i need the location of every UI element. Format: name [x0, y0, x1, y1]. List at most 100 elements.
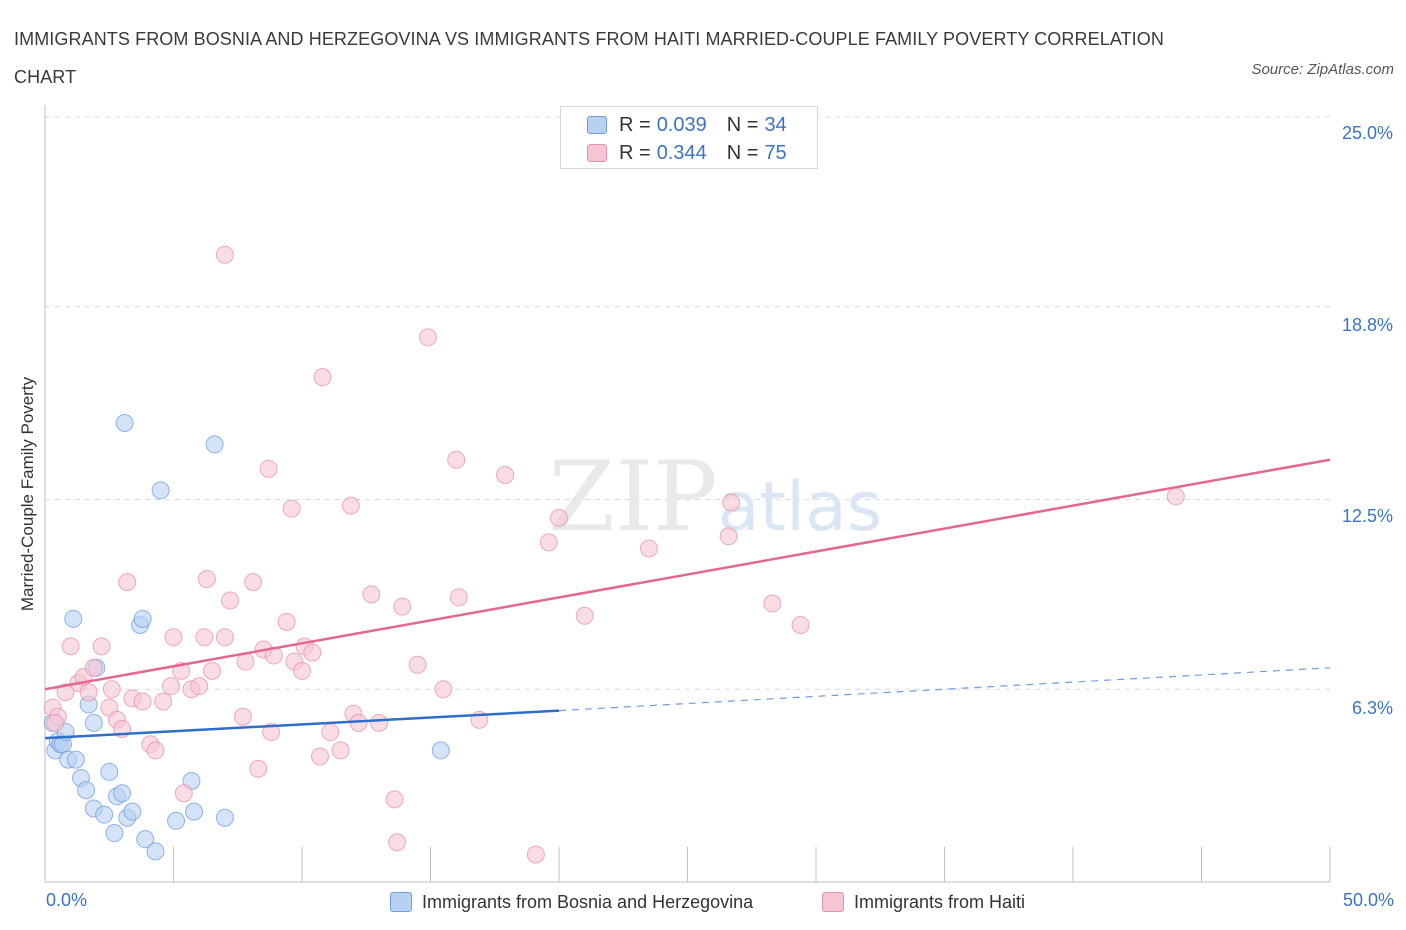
legend-n-label: N =	[726, 141, 759, 164]
haiti-point	[418, 328, 437, 347]
legend-label-bosnia: Immigrants from Bosnia and Herzegovina	[422, 891, 754, 912]
chart-title: IMMIGRANTS FROM BOSNIA AND HERZEGOVINA V…	[14, 29, 1164, 87]
axes	[44, 105, 1331, 883]
legend-row-bosnia: R = 0.039 N = 34	[587, 113, 787, 137]
bosnia-point	[167, 811, 186, 830]
y-tick-label: 6.3%	[1351, 698, 1393, 718]
haiti-point	[146, 741, 165, 760]
haiti-point	[550, 508, 568, 527]
watermark-zip: ZIP	[548, 441, 717, 553]
haiti-point	[282, 499, 301, 518]
haiti-point	[133, 692, 152, 711]
haiti-point	[215, 628, 234, 647]
haiti-point	[233, 707, 252, 726]
haiti-point	[174, 784, 193, 803]
haiti-point	[118, 573, 137, 592]
haiti-point	[447, 450, 466, 469]
y-tick-label: 18.8%	[1341, 315, 1393, 335]
haiti-point	[56, 683, 75, 702]
bosnia-point	[205, 435, 224, 454]
haiti-point	[61, 637, 80, 656]
legend-r-value-bosnia: 0.039	[656, 113, 707, 136]
legend-r-value-haiti: 0.344	[656, 141, 707, 164]
bosnia-point	[151, 481, 170, 500]
haiti-point	[259, 459, 278, 478]
haiti-point	[161, 677, 180, 696]
bosnia-point	[136, 830, 155, 849]
y-tick-label: 25.0%	[1341, 123, 1393, 143]
haiti-point	[370, 713, 389, 732]
haiti-point	[393, 597, 412, 616]
haiti-point	[526, 845, 545, 864]
bosnia-point	[77, 781, 96, 800]
bosnia-point	[123, 802, 142, 821]
series-haiti-points	[43, 245, 1185, 864]
bosnia-point	[66, 750, 85, 769]
haiti-swatch	[822, 892, 844, 912]
haiti-point	[262, 723, 281, 742]
haiti-point	[331, 741, 350, 760]
haiti-point	[388, 833, 407, 852]
bosnia-point	[95, 805, 114, 824]
x-tick-label-min: 0.0%	[46, 890, 88, 910]
bosnia-point	[64, 609, 83, 628]
haiti-point	[722, 493, 741, 512]
haiti-point	[195, 628, 214, 647]
haiti-point	[277, 612, 296, 631]
haiti-point	[341, 496, 360, 515]
legend-n-value-haiti: 75	[764, 141, 787, 164]
bosnia-swatch	[390, 892, 412, 912]
bosnia-trend-extension	[558, 667, 1331, 712]
trend-lines	[44, 458, 1331, 740]
haiti-point	[197, 570, 216, 589]
correlation-legend: R = 0.039 N = 34 R = 0.344 N = 75	[560, 106, 818, 169]
haiti-point	[46, 713, 65, 732]
source-note: Source: ZipAtlas.com	[1251, 61, 1394, 78]
legend-n-value-bosnia: 34	[764, 113, 787, 136]
legend-item-bosnia: Immigrants from Bosnia and Herzegovina	[390, 889, 753, 915]
bosnia-point	[431, 741, 450, 760]
haiti-point	[310, 747, 329, 766]
x-tick-label-max: 50.0%	[1342, 890, 1394, 910]
legend-row-haiti: R = 0.344 N = 75	[587, 141, 787, 165]
haiti-point	[791, 615, 810, 634]
haiti-point	[102, 680, 121, 699]
haiti-point	[1166, 487, 1185, 506]
bosnia-point	[115, 414, 134, 432]
haiti-point	[244, 573, 263, 592]
legend-label-haiti: Immigrants from Haiti	[854, 891, 1026, 912]
haiti-point	[293, 661, 311, 680]
haiti-point	[313, 368, 332, 387]
haiti-point	[190, 677, 209, 696]
watermark: ZIP atlas	[548, 441, 882, 553]
haiti-point	[249, 759, 268, 778]
haiti-swatch	[587, 144, 607, 162]
legend-r-label: R =	[619, 113, 651, 136]
haiti-point	[385, 790, 404, 809]
haiti-point	[639, 539, 658, 558]
haiti-point	[449, 588, 468, 607]
bosnia-point	[84, 713, 103, 732]
bosnia-point	[100, 762, 119, 781]
haiti-point	[164, 628, 183, 647]
haiti-point	[539, 533, 558, 552]
haiti-point	[264, 646, 283, 665]
haiti-point	[79, 683, 98, 702]
haiti-point	[575, 606, 594, 625]
haiti-point	[215, 245, 234, 264]
bosnia-point	[146, 842, 165, 861]
haiti-point	[434, 680, 453, 699]
legend-n-label: N =	[726, 113, 759, 136]
haiti-point	[496, 466, 515, 485]
haiti-point	[321, 723, 340, 742]
haiti-point	[763, 594, 782, 613]
haiti-point	[203, 661, 222, 680]
series-bosnia-points	[43, 414, 450, 861]
y-tick-label: 12.5%	[1341, 506, 1393, 526]
bosnia-point	[133, 609, 152, 628]
haiti-point	[92, 637, 111, 656]
bosnia-point	[105, 824, 124, 843]
bosnia-trend-line	[44, 709, 560, 740]
haiti-point	[154, 692, 173, 711]
